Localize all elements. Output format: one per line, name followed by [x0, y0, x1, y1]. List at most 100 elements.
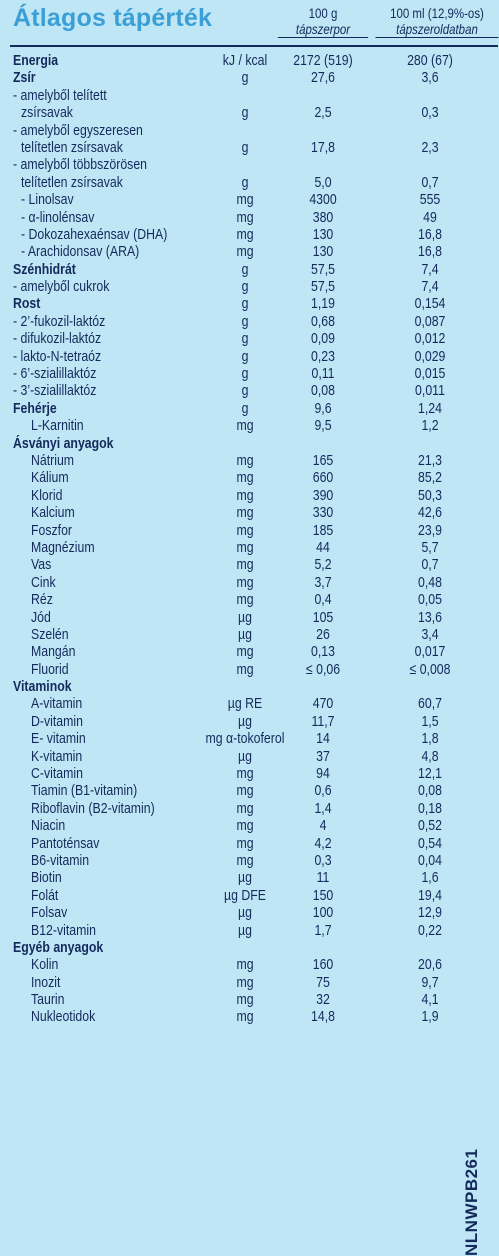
value-per-100g: 14: [316, 730, 330, 748]
table-row: Cink mg 3,7 0,48: [0, 574, 499, 591]
value-per-100g: 0,4: [314, 591, 332, 609]
nutrient-name: - α-linolénsav: [21, 208, 95, 226]
value-per-100ml: 0,48: [418, 573, 442, 591]
table-row: Szénhidrát g 57,5 7,4: [0, 261, 499, 278]
value-per-100g: 9,6: [314, 399, 332, 417]
nutrient-name: Nátrium: [31, 451, 75, 469]
nutrient-name: Mangán: [31, 643, 76, 661]
nutrient-unit: g: [241, 69, 249, 87]
value-per-100g: 1,19: [311, 295, 335, 313]
table-row: Niacin mg 4 0,52: [0, 817, 499, 834]
value-per-100ml: 21,3: [418, 451, 442, 469]
nutrient-unit: g: [241, 347, 249, 365]
nutrient-name: L-Karnitin: [31, 417, 84, 435]
nutrient-unit: mg: [236, 660, 254, 678]
table-row: K-vitamin µg 37 4,8: [0, 748, 499, 765]
nutrient-name: Niacin: [31, 817, 66, 835]
value-per-100ml: 4,1: [421, 991, 439, 1009]
nutrient-name: Vitaminok: [13, 678, 72, 696]
column-header-100ml-label: tápszeroldatban: [375, 21, 499, 38]
nutrient-unit: mg: [236, 191, 254, 209]
table-header: Átlagos tápérték 100 g tápszerpor 100 ml…: [0, 0, 499, 48]
nutrient-unit: µg DFE: [224, 886, 266, 904]
nutrient-name: - amelyből többszörösen: [13, 156, 148, 174]
header-divider: [10, 45, 498, 47]
nutrient-name: Riboflavin (B2-vitamin): [31, 799, 155, 817]
nutrient-name: - difukozil-laktóz: [13, 330, 102, 348]
nutrient-unit: mg: [236, 208, 254, 226]
value-per-100g: 0,11: [311, 365, 335, 383]
value-per-100ml: 1,24: [418, 399, 442, 417]
value-per-100ml: 7,4: [421, 278, 439, 296]
value-per-100g: 32: [316, 991, 330, 1009]
table-row: - amelyből többszörösen: [0, 156, 499, 173]
table-row: Egyéb anyagok: [0, 939, 499, 956]
nutrient-unit: mg α-tokoferol: [205, 730, 285, 748]
nutrient-unit: g: [241, 173, 249, 191]
nutrient-name: Szénhidrát: [13, 260, 76, 278]
value-per-100g: 0,68: [311, 312, 335, 330]
value-per-100g: 9,5: [314, 417, 332, 435]
nutrient-unit: mg: [236, 834, 254, 852]
value-per-100g: ≤ 0,06: [305, 660, 341, 678]
value-per-100g: 11: [316, 869, 330, 887]
nutrient-name: Egyéb anyagok: [13, 938, 104, 956]
nutrient-unit: mg: [236, 556, 254, 574]
nutrient-name: Réz: [31, 591, 53, 609]
value-per-100g: 17,8: [311, 138, 335, 156]
value-per-100g: 75: [316, 973, 330, 991]
nutrient-name: Pantoténsav: [31, 834, 100, 852]
nutrient-unit: g: [241, 365, 249, 383]
column-header-100ml-amount: 100 ml (12,9%-os): [390, 5, 484, 21]
nutrient-unit: mg: [236, 973, 254, 991]
nutrient-unit: µg: [238, 904, 252, 922]
table-row: - Linolsav mg 4300 555: [0, 191, 499, 208]
table-row: zsírsavak g 2,5 0,3: [0, 104, 499, 121]
nutrient-unit: mg: [236, 469, 254, 487]
value-per-100g: 3,7: [314, 573, 332, 591]
value-per-100g: 130: [312, 225, 334, 243]
nutrient-name: - Dokozahexaénsav (DHA): [21, 225, 168, 243]
nutrient-name: A-vitamin: [31, 695, 83, 713]
nutrient-name: C-vitamin: [31, 765, 83, 783]
value-per-100ml: 5,7: [421, 538, 439, 556]
nutrient-name: Tiamin (B1-vitamin): [31, 782, 138, 800]
value-per-100g: 130: [312, 243, 334, 261]
table-row: Pantoténsav mg 4,2 0,54: [0, 835, 499, 852]
nutrient-unit: µg: [238, 869, 252, 887]
value-per-100ml: 85,2: [418, 469, 442, 487]
table-row: Magnézium mg 44 5,7: [0, 539, 499, 556]
nutrient-unit: mg: [236, 851, 254, 869]
value-per-100g: 100: [312, 904, 334, 922]
nutrient-name: Energia: [13, 52, 59, 69]
value-per-100ml: 13,6: [418, 608, 442, 626]
value-per-100ml: 0,017: [414, 643, 446, 661]
nutrient-unit: g: [241, 104, 249, 122]
nutrient-name: Fluorid: [31, 660, 69, 678]
nutrient-unit: mg: [236, 243, 254, 261]
value-per-100g: 11,7: [311, 712, 335, 730]
value-per-100ml: 16,8: [418, 225, 442, 243]
table-row: Szelén µg 26 3,4: [0, 626, 499, 643]
nutrient-unit: g: [241, 330, 249, 348]
value-per-100g: 27,6: [311, 69, 335, 87]
table-row: - 2’-fukozil-laktóz g 0,68 0,087: [0, 313, 499, 330]
table-row: Fehérje g 9,6 1,24: [0, 400, 499, 417]
value-per-100ml: 0,3: [421, 104, 439, 122]
value-per-100ml: 1,9: [421, 1008, 439, 1026]
nutrient-unit: g: [241, 278, 249, 296]
nutrient-name: - lakto-N-tetraóz: [13, 347, 102, 365]
table-row: Nukleotidok mg 14,8 1,9: [0, 1008, 499, 1025]
nutrient-unit: mg: [236, 782, 254, 800]
column-header-100g: 100 g tápszerpor: [277, 5, 369, 38]
table-row: Inozit mg 75 9,7: [0, 974, 499, 991]
value-per-100ml: 42,6: [418, 504, 442, 522]
nutrient-name: Biotin: [31, 869, 62, 887]
value-per-100ml: 0,52: [418, 817, 442, 835]
value-per-100ml: 50,3: [418, 486, 442, 504]
table-row: Zsír g 27,6 3,6: [0, 69, 499, 86]
value-per-100ml: 7,4: [421, 260, 439, 278]
table-row: Réz mg 0,4 0,05: [0, 591, 499, 608]
value-per-100ml: 12,9: [418, 904, 442, 922]
column-header-100ml: 100 ml (12,9%-os) tápszeroldatban: [375, 5, 499, 38]
